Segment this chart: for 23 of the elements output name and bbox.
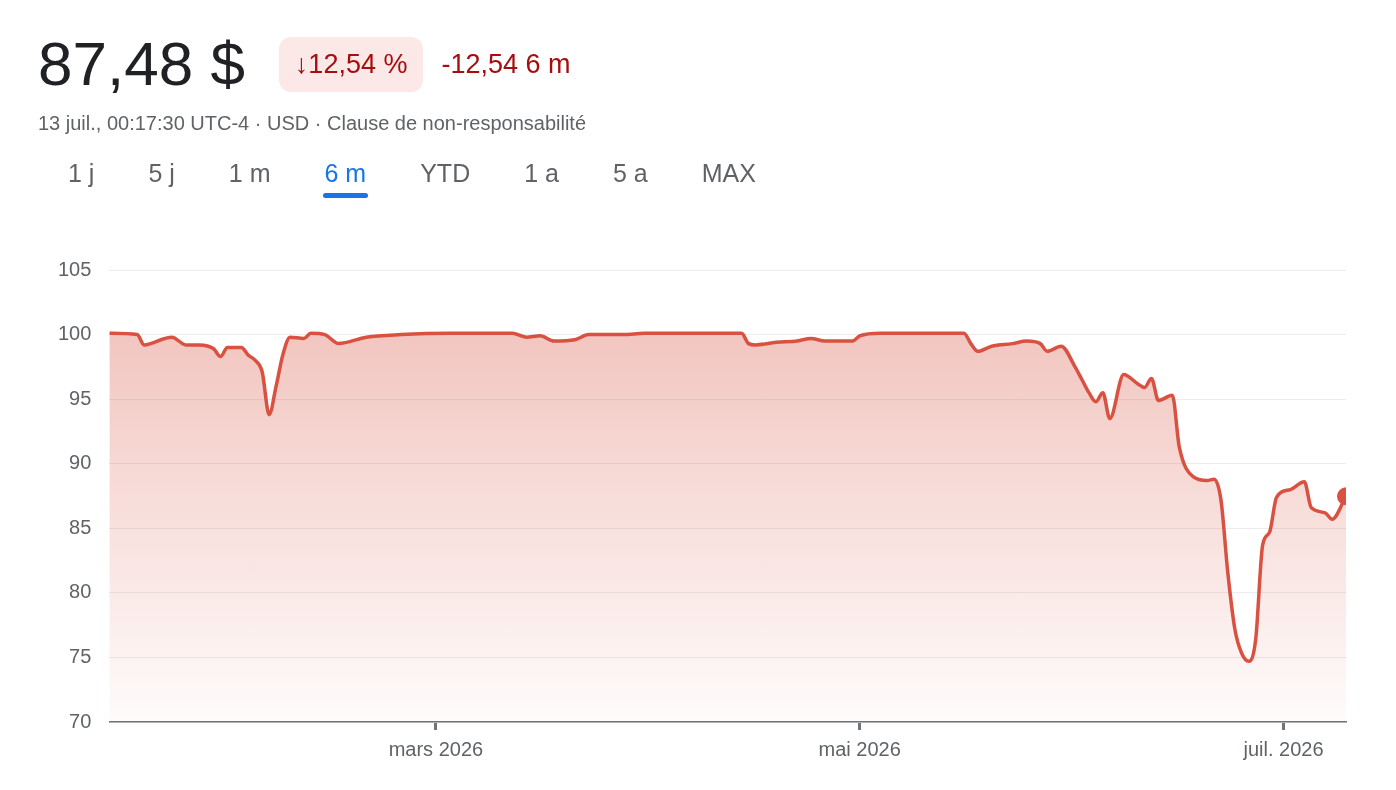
y-tick-label: 85 — [69, 515, 92, 538]
x-tick-label: mai 2026 — [818, 737, 901, 760]
chart-title: 87,48 $ — [38, 28, 245, 100]
y-tick-label: 95 — [69, 386, 92, 409]
text: YTD — [420, 159, 471, 189]
text: MAX — [701, 159, 756, 189]
y-tick-label: 80 — [69, 580, 92, 603]
text: -12,54 6 m — [441, 48, 571, 80]
text: ↓12,54 % — [278, 36, 424, 92]
chart-subtitle: 13 juil., 00:17:30 UTC-4 · USD · Clause de non-responsabilité — [38, 112, 588, 135]
text: 5 j — [148, 159, 175, 189]
y-tick-label: 75 — [69, 644, 92, 667]
text: 1 j — [68, 159, 95, 189]
text: 1 m — [228, 159, 271, 189]
text: 5 a — [612, 159, 648, 189]
y-tick-label: 100 — [57, 322, 92, 345]
y-tick-label: 70 — [69, 709, 92, 732]
text: 6 m — [324, 159, 367, 189]
text: 1 a — [524, 159, 559, 189]
x-tick-label: juil. 2026 — [1242, 737, 1324, 760]
y-tick-label: 90 — [69, 451, 92, 474]
y-tick-label: 105 — [57, 257, 92, 280]
x-tick-label: mars 2026 — [388, 737, 484, 760]
